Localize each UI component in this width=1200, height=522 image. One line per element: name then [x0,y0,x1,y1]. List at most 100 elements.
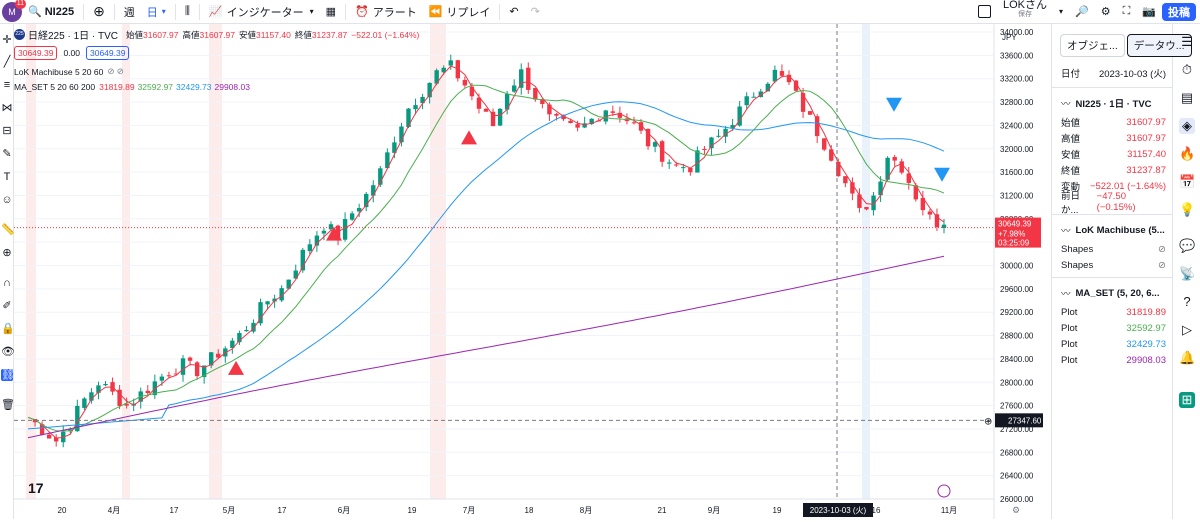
candle-body [702,149,707,151]
lock-icon[interactable]: 🔒 [1,323,15,335]
tab-object-tree[interactable]: オブジェ... [1060,34,1125,57]
candle-body [744,96,749,106]
sell-price-box[interactable]: 30649.39 [14,46,58,60]
lock-drawing-icon[interactable]: ✐ [2,300,12,312]
trend-line-icon[interactable]: ╱ [3,56,11,68]
indicator-maset-label[interactable]: MA_SET 5 20 60 200 [14,81,96,92]
candle-body [772,69,778,82]
x-tick-label: 17 [170,506,179,515]
line-icon: 〰 [1061,226,1071,237]
ideas-icon[interactable]: 💡 [1179,202,1196,217]
x-tick-label: 19 [773,506,782,515]
interval-week[interactable]: 週 [123,6,135,19]
data-window-icon[interactable]: ▤ [1180,90,1194,105]
price-chart[interactable]: 34000.00 33600.00 33200.00 32800.00 32400.00… [14,24,1046,519]
spread-value: 0.00 [63,48,80,58]
gear-icon: ⚙ [1100,6,1111,18]
candle-body [807,111,813,115]
lok-header-label: LoK Machibuse (5... [1075,224,1165,236]
x-tick-label: 8月 [580,506,592,515]
plot-row: Plot 32592.97 [1052,320,1172,336]
account-name: LOKさん [1002,0,1047,11]
candle-body [300,249,305,271]
alert-label: アラート [372,6,417,19]
lok-section-header[interactable]: 〰 LoK Machibuse (5... [1052,219,1172,241]
fib-icon[interactable]: ≡ [3,79,11,91]
x-tick-label: 6月 [338,506,350,515]
hotlist-icon[interactable]: 🔥 [1179,146,1196,161]
data-row-label: 高値 [1061,134,1081,145]
y-tick-label: 33200.00 [1000,75,1034,84]
replay-icon[interactable]: ▷ [1182,322,1192,337]
ma20-value: 32592.97 [137,81,174,92]
symbol-logo-icon: 225 [14,29,25,40]
alerts-icon[interactable]: ⏱ [1181,62,1193,77]
position-icon[interactable]: ⊟ [2,125,12,137]
candle-body [674,164,679,166]
interval-day[interactable]: 日 ▾ [141,0,172,24]
last-price-text: 30649.39 [998,220,1032,229]
account-menu[interactable]: ▾ [1053,0,1069,24]
candle-body [364,193,369,208]
trading-panel-icon[interactable]: ⊞ [1179,392,1195,408]
profile-avatar[interactable]: M 11 [2,0,26,22]
indicators-button[interactable]: 📈 インジケーター ▾ [203,0,320,24]
buy-price-box[interactable]: 30649.39 [86,46,130,60]
notifications-icon[interactable]: 🔔 [1179,350,1196,365]
calendar-icon[interactable]: 📅 [1179,174,1196,189]
low-label: 安値 [238,29,256,40]
y-tick-label: 32800.00 [1000,98,1034,107]
quick-search-button[interactable]: 🔎 [1069,0,1095,24]
y-tick-label: 27200.00 [1000,425,1034,434]
chart-type-button[interactable]: ⫼ [179,0,196,24]
x-tick-label: 18 [525,506,534,515]
help-icon[interactable]: ? [1183,294,1191,309]
last-price-text: +7.98% [998,230,1025,239]
trash-icon[interactable]: 🗑 [1,399,15,411]
layers-icon[interactable]: ◈ [1179,118,1195,134]
data-row: 高値 31607.97 [1052,130,1172,146]
symbol-section-header[interactable]: 〰 NI225 · 1日 · TVC [1052,92,1172,114]
pattern-icon[interactable]: ⋈ [1,102,13,114]
camera-icon: 📷 [1142,6,1156,18]
zoom-in-icon[interactable]: ⊕ [2,247,12,259]
settings-button[interactable]: ⚙ [1095,0,1117,24]
indicator-lok-label[interactable]: LoK Machibuse 5 20 60 [14,66,104,77]
eye-icon[interactable]: 👁 [1,346,15,358]
replay-button[interactable]: ⏪ リプレイ [423,0,497,24]
undo-button[interactable]: ↶ [503,0,524,24]
eye-off-icon[interactable]: ⊘ ⊘ [107,66,124,76]
publish-button[interactable]: 投稿 [1162,2,1196,21]
chat-icon[interactable]: 💬 [1179,238,1196,253]
maset-section-header[interactable]: 〰 MA_SET (5, 20, 6... [1052,282,1172,304]
watchlist-icon[interactable]: ☰ [1181,34,1193,49]
redo-button[interactable]: ↷ [525,0,546,24]
symbol-search[interactable]: 🔍 NI225 [22,0,80,24]
candle-body [469,86,475,97]
data-row: 始値 31607.97 [1052,114,1172,130]
candle-body [434,70,439,84]
snapshot-button[interactable]: 📷 [1136,0,1162,24]
layout-checkbox[interactable] [972,0,997,24]
emoji-icon[interactable]: ☺ [1,194,13,206]
candle-body [46,434,52,439]
streams-icon[interactable]: 📡 [1179,266,1196,281]
plot-value: 31819.89 [1126,306,1166,318]
link-icon[interactable]: ⛓ [1,369,15,381]
crosshair-icon[interactable]: ✛ [2,34,12,46]
rewind-icon: ⏪ [428,6,443,18]
sell-signal-triangle [934,167,950,182]
ruler-icon[interactable]: 📏 [1,224,15,236]
compare-button[interactable]: ⊕ [87,0,111,24]
alert-button[interactable]: ⏰ アラート [349,0,423,24]
chart-area[interactable]: 34000.00 33600.00 33200.00 32800.00 32400.00… [14,24,1046,519]
text-icon[interactable]: T [3,171,11,183]
fullscreen-button[interactable]: ⛶ [1117,0,1137,24]
brush-icon[interactable]: ✎ [2,148,12,160]
high-label: 高値 [182,29,200,40]
magnet-icon[interactable]: ∩ [3,277,11,289]
account-button[interactable]: LOKさん 保存 [997,0,1053,25]
tab-data-window[interactable]: データウ... [1126,34,1192,57]
layouts-button[interactable]: ▦ [320,0,342,24]
ma60-value: 32429.73 [176,81,212,92]
